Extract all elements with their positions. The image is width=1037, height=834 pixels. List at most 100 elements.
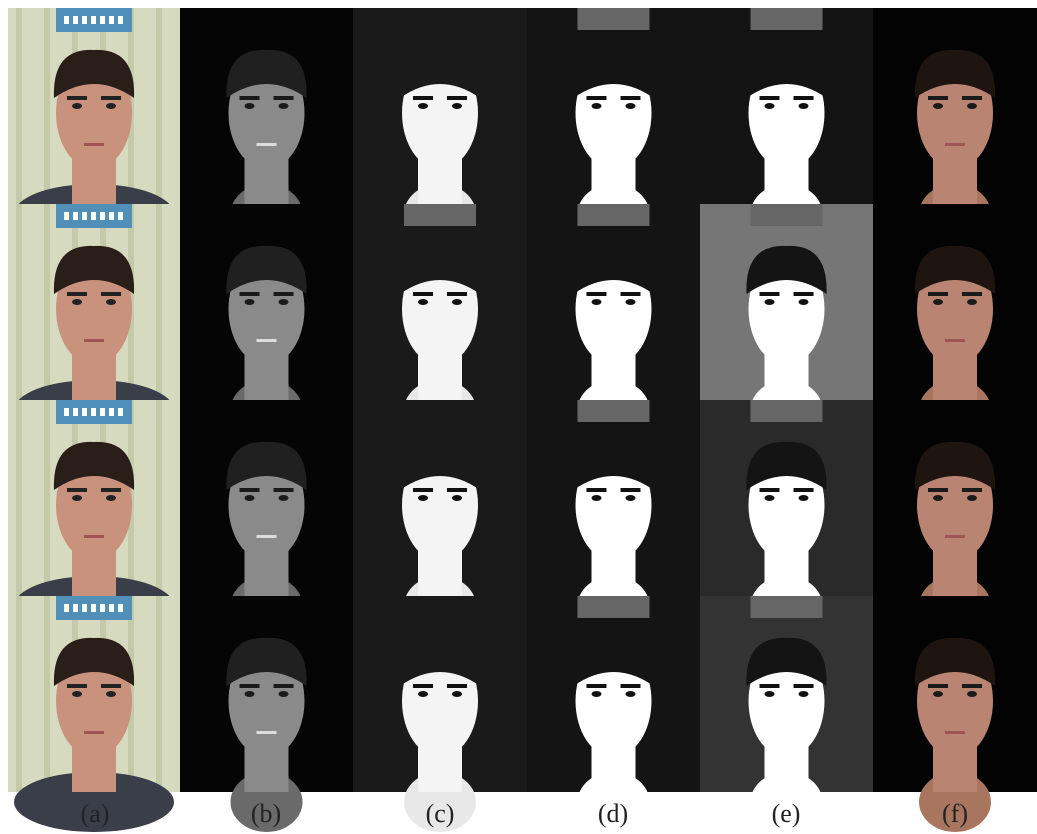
eyebrow <box>240 96 260 100</box>
eye <box>106 299 116 305</box>
clamp-mark <box>109 604 114 612</box>
mouth <box>777 731 797 734</box>
mouth <box>777 339 797 342</box>
eyebrow <box>962 96 982 100</box>
curtain-fold <box>156 400 162 596</box>
eyebrow <box>101 488 121 492</box>
eye <box>626 691 636 697</box>
eyebrow <box>101 292 121 296</box>
clamp-silhouette <box>578 596 650 618</box>
clamp-mark <box>82 16 87 24</box>
mouth <box>430 339 450 342</box>
eye <box>452 495 462 501</box>
curtain-fold <box>156 204 162 400</box>
eyebrow <box>760 292 780 296</box>
clamp-mark <box>91 408 96 416</box>
eye <box>967 495 977 501</box>
eye <box>967 691 977 697</box>
eye <box>418 495 428 501</box>
clamp-mark <box>100 408 105 416</box>
eye <box>765 103 775 109</box>
eyebrow <box>962 292 982 296</box>
eyebrow <box>587 292 607 296</box>
eyebrow <box>413 292 433 296</box>
eyebrow <box>413 96 433 100</box>
eyebrow <box>67 96 87 100</box>
mouth <box>84 339 104 342</box>
eye <box>765 495 775 501</box>
eyebrow <box>67 488 87 492</box>
clamp-mark <box>64 604 69 612</box>
eyebrow <box>928 96 948 100</box>
page: (a)(b)(c)(d)(e)(f) (() => { const data =… <box>0 0 1037 834</box>
eyebrow <box>447 488 467 492</box>
mouth <box>84 143 104 146</box>
eyebrow <box>413 488 433 492</box>
curtain-fold <box>44 400 50 596</box>
panel-label: (e) <box>772 799 801 828</box>
eye <box>452 299 462 305</box>
eye <box>418 299 428 305</box>
mouth <box>945 339 965 342</box>
eyebrow <box>413 684 433 688</box>
clamp-mark <box>118 408 123 416</box>
curtain-fold <box>16 596 22 792</box>
eyebrow <box>760 488 780 492</box>
clamp-mark <box>82 408 87 416</box>
mouth <box>257 535 277 538</box>
clamp-silhouette <box>751 8 823 30</box>
clamp-mark <box>91 212 96 220</box>
mouth <box>604 339 624 342</box>
eye <box>799 103 809 109</box>
clamp-mark <box>73 408 78 416</box>
eye <box>933 299 943 305</box>
panel-label: (d) <box>598 799 628 828</box>
panel-label: (f) <box>942 799 968 828</box>
curtain-fold <box>16 204 22 400</box>
eye <box>967 103 977 109</box>
eyebrow <box>587 684 607 688</box>
eyebrow <box>962 684 982 688</box>
curtain-fold <box>44 596 50 792</box>
eye <box>418 103 428 109</box>
eye <box>418 691 428 697</box>
curtain-fold <box>44 8 50 204</box>
eye <box>245 103 255 109</box>
mouth <box>777 143 797 146</box>
eye <box>933 691 943 697</box>
eyebrow <box>621 96 641 100</box>
clamp-mark <box>91 16 96 24</box>
mouth <box>604 143 624 146</box>
eye <box>765 691 775 697</box>
clamp-mark <box>109 212 114 220</box>
eyebrow <box>621 684 641 688</box>
eye <box>106 691 116 697</box>
eyebrow <box>274 488 294 492</box>
clamp-mark <box>82 212 87 220</box>
eyebrow <box>621 292 641 296</box>
eyebrow <box>928 292 948 296</box>
mouth <box>945 731 965 734</box>
eyebrow <box>794 292 814 296</box>
clamp-mark <box>109 408 114 416</box>
mouth <box>430 143 450 146</box>
eye <box>72 691 82 697</box>
image-cell <box>8 596 180 832</box>
panel-label: (b) <box>251 799 281 828</box>
eye <box>452 691 462 697</box>
eye <box>245 691 255 697</box>
curtain-fold <box>44 204 50 400</box>
mouth <box>430 731 450 734</box>
eyebrow <box>760 684 780 688</box>
clamp-mark <box>91 604 96 612</box>
eyebrow <box>621 488 641 492</box>
eyebrow <box>928 488 948 492</box>
eyebrow <box>240 684 260 688</box>
curtain-fold <box>16 400 22 596</box>
eye <box>626 495 636 501</box>
image-grid <box>8 8 1037 832</box>
clamp-silhouette <box>751 400 823 422</box>
eye <box>626 103 636 109</box>
eyebrow <box>447 292 467 296</box>
eye <box>452 103 462 109</box>
